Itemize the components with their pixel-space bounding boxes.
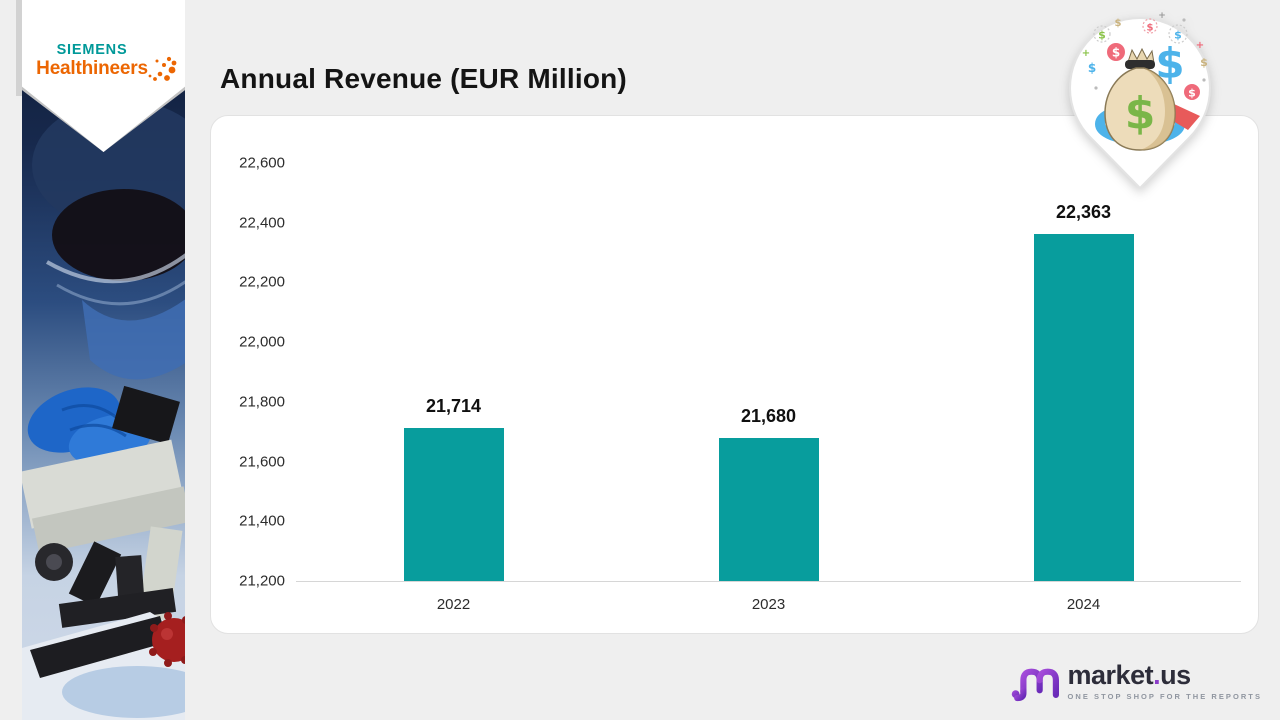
sidebar: SIEMENS Healthineers [16, 0, 185, 720]
bar-slot: 22,363 [926, 116, 1241, 581]
brand-line-healthineers: Healthineers [36, 58, 148, 80]
x-axis-labels: 2022 2023 2024 [296, 590, 1241, 613]
x-tick-label: 2023 [751, 596, 786, 613]
bar-value-label: 22,363 [1055, 201, 1112, 222]
virus-model-ball [149, 612, 185, 667]
marketus-logo-icon [1011, 668, 1059, 702]
healthineers-dots-icon [148, 56, 177, 81]
y-tick-label: 21,200 [239, 572, 285, 590]
page-title: Annual Revenue (EUR Million) [220, 62, 627, 94]
svg-text:$: $ [1088, 61, 1096, 75]
svg-text:$: $ [1112, 46, 1120, 60]
svg-text:$: $ [1174, 29, 1182, 42]
x-tick-label: 2024 [1066, 596, 1101, 613]
marketus-tagline: ONE STOP SHOP FOR THE REPORTS [1067, 691, 1262, 701]
y-tick-label: 22,600 [239, 154, 285, 172]
y-tick-label: 22,200 [239, 273, 285, 291]
y-tick-label: 21,600 [239, 453, 285, 471]
svg-text:$: $ [1188, 87, 1196, 100]
x-tick-label: 2022 [436, 596, 471, 613]
money-bag-pin-icon: $ $ $ $ $ $ $ $ + + + $ $ [1069, 11, 1211, 190]
brand-line-siemens: SIEMENS [56, 42, 128, 58]
ribbon-fold-edge [16, 0, 22, 96]
bar-slot: 21,680 [611, 116, 926, 581]
svg-text:$: $ [1147, 23, 1154, 34]
bar-2022 [403, 427, 504, 581]
bag-dollar-icon: $ [1125, 88, 1156, 139]
svg-text:$: $ [1098, 29, 1106, 42]
bar-2024 [1033, 233, 1134, 581]
y-tick-label: 22,400 [239, 214, 285, 232]
bars-row: 21,714 21,680 22,363 [296, 116, 1241, 581]
money-bag-icon: $ [1095, 47, 1200, 151]
chart-card: 21,200 21,400 21,600 21,800 22,000 22,200 22,4… [210, 115, 1259, 634]
marketus-brand: market.us ONE STOP SHOP FOR THE REPORTS [1011, 658, 1262, 704]
y-tick-label: 21,800 [239, 393, 285, 411]
svg-text:$: $ [1200, 56, 1208, 69]
svg-text:+: + [1196, 40, 1204, 51]
bar-value-label: 21,714 [425, 395, 482, 416]
marketus-wordmark: market.us [1067, 659, 1192, 690]
brand-ribbon: SIEMENS Healthineers [22, 0, 185, 152]
svg-text:+: + [1158, 11, 1166, 21]
bar-value-label: 21,680 [740, 405, 797, 426]
bar-slot: 21,714 [296, 116, 611, 581]
bar-2023 [718, 437, 819, 581]
siemens-healthineers-logo: SIEMENS Healthineers [22, 42, 162, 80]
y-tick-label: 21,400 [239, 512, 285, 530]
y-axis-ticks: 21,200 21,400 21,600 21,800 22,000 22,200 22,4… [225, 116, 285, 590]
y-tick-label: 22,000 [239, 333, 285, 351]
plot-area: 21,714 21,680 22,363 [296, 116, 1241, 582]
svg-text:+: + [1082, 48, 1090, 59]
svg-text:$: $ [1115, 18, 1122, 29]
